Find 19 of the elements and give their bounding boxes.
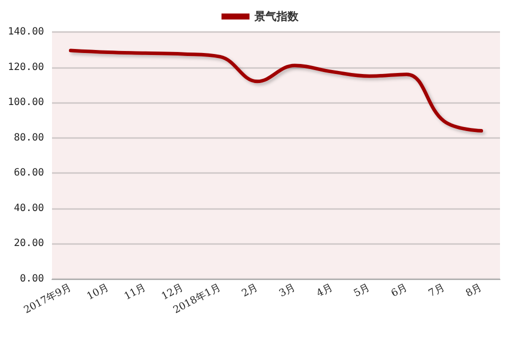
x-tick-label: 4月 xyxy=(314,282,335,300)
y-tick-label: 40.00 xyxy=(14,202,44,214)
x-tick-label: 7月 xyxy=(426,282,447,300)
y-tick-label: 0.00 xyxy=(20,274,44,284)
x-tick-label: 3月 xyxy=(278,282,298,300)
y-tick-label: 80.00 xyxy=(14,132,44,144)
x-tick-label: 8月 xyxy=(464,282,484,300)
x-tick-label: 10月 xyxy=(85,282,111,303)
y-tick-label: 100.00 xyxy=(8,97,44,108)
x-tick-label: 2月 xyxy=(240,282,260,300)
y-tick-label: 140.00 xyxy=(8,26,44,38)
line-series xyxy=(68,48,484,133)
y-tick-label: 120.00 xyxy=(8,62,44,73)
legend-label: 景气指数 xyxy=(254,10,300,23)
x-tick-label: 11月 xyxy=(122,282,148,303)
y-tick-label: 60.00 xyxy=(14,168,44,179)
x-tick-label: 6月 xyxy=(390,282,410,300)
x-tick-label: 5月 xyxy=(352,282,372,300)
y-tick-label: 20.00 xyxy=(14,238,44,250)
